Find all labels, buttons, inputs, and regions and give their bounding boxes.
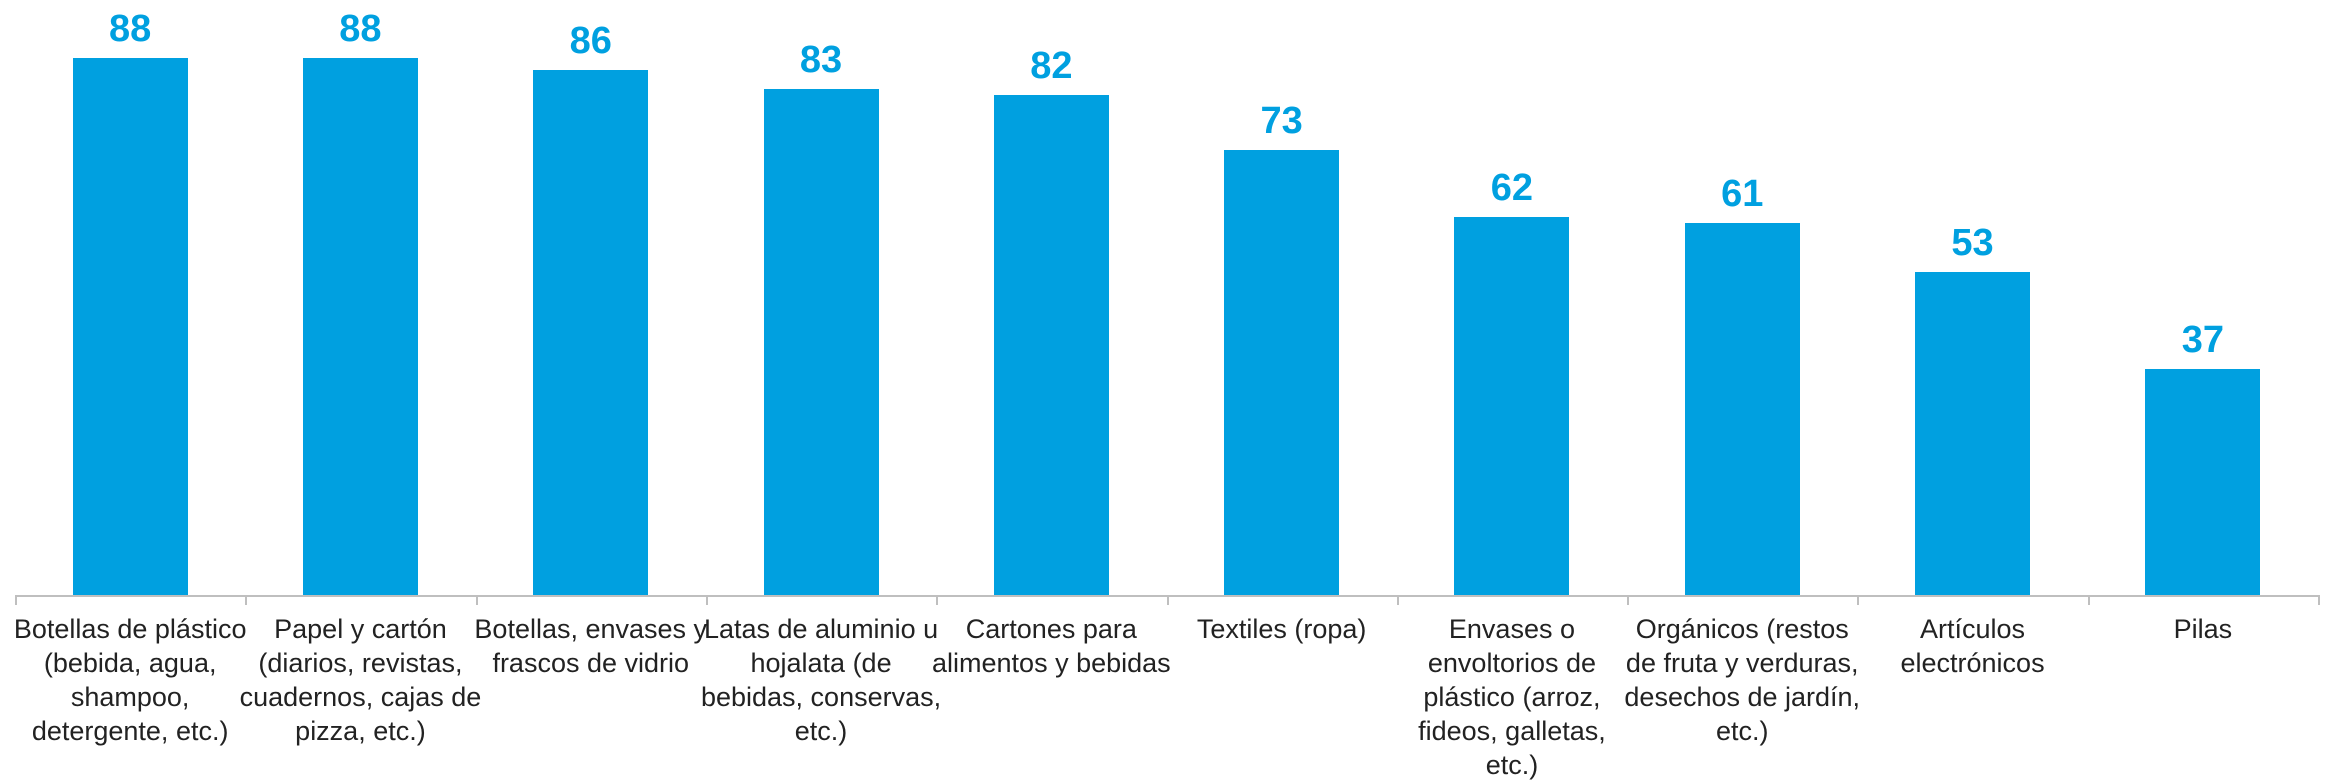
x-tick xyxy=(1857,595,1860,605)
data-label: 53 xyxy=(1951,221,1994,264)
bar xyxy=(302,58,418,595)
x-tick xyxy=(705,595,708,605)
bar xyxy=(1915,271,2031,595)
x-tick-label: Botellas de plástico (bebida, agua, sham… xyxy=(13,614,247,746)
x-tick-label: Pilas xyxy=(2173,614,2233,644)
x-tick xyxy=(475,595,478,605)
data-label: 88 xyxy=(339,8,382,51)
x-tick xyxy=(2318,595,2320,605)
x-tick xyxy=(1627,595,1630,605)
x-tick-label: Papel y cartón (diarios, revistas, cuade… xyxy=(239,614,482,746)
x-tick xyxy=(245,595,248,605)
bar xyxy=(533,70,649,595)
x-tick-label: Orgánicos (restos de fruta y verduras, d… xyxy=(1624,614,1861,746)
data-label: 37 xyxy=(2181,319,2224,362)
x-tick-label: Envases o envoltorios de plástico (arroz… xyxy=(1418,614,1606,780)
bar xyxy=(763,88,879,595)
data-label: 82 xyxy=(1030,44,1073,87)
data-label: 86 xyxy=(569,20,612,63)
x-tick xyxy=(15,595,17,605)
data-label: 73 xyxy=(1260,99,1303,142)
x-tick-label: Textiles (ropa) xyxy=(1196,614,1367,644)
bar xyxy=(1454,216,1570,595)
x-tick xyxy=(936,595,939,605)
bar xyxy=(1684,222,1800,595)
x-tick-label: Latas de aluminio u hojalata (de bebidas… xyxy=(700,614,942,746)
x-tick-label: Cartones para alimentos y bebidas xyxy=(932,614,1171,678)
x-tick xyxy=(1166,595,1169,605)
bar xyxy=(993,94,1109,595)
data-label: 88 xyxy=(109,8,152,51)
x-tick xyxy=(2087,595,2090,605)
bar xyxy=(72,58,188,595)
x-tick-label: Artículos electrónicos xyxy=(1900,614,2045,678)
data-label: 61 xyxy=(1721,172,1764,215)
data-label: 83 xyxy=(799,38,843,81)
data-label: 62 xyxy=(1490,166,1534,209)
x-tick xyxy=(1396,595,1399,605)
bar xyxy=(1224,149,1340,595)
bar xyxy=(2145,369,2261,595)
x-tick-label: Botellas, envases y frascos de vidrio xyxy=(474,614,708,678)
